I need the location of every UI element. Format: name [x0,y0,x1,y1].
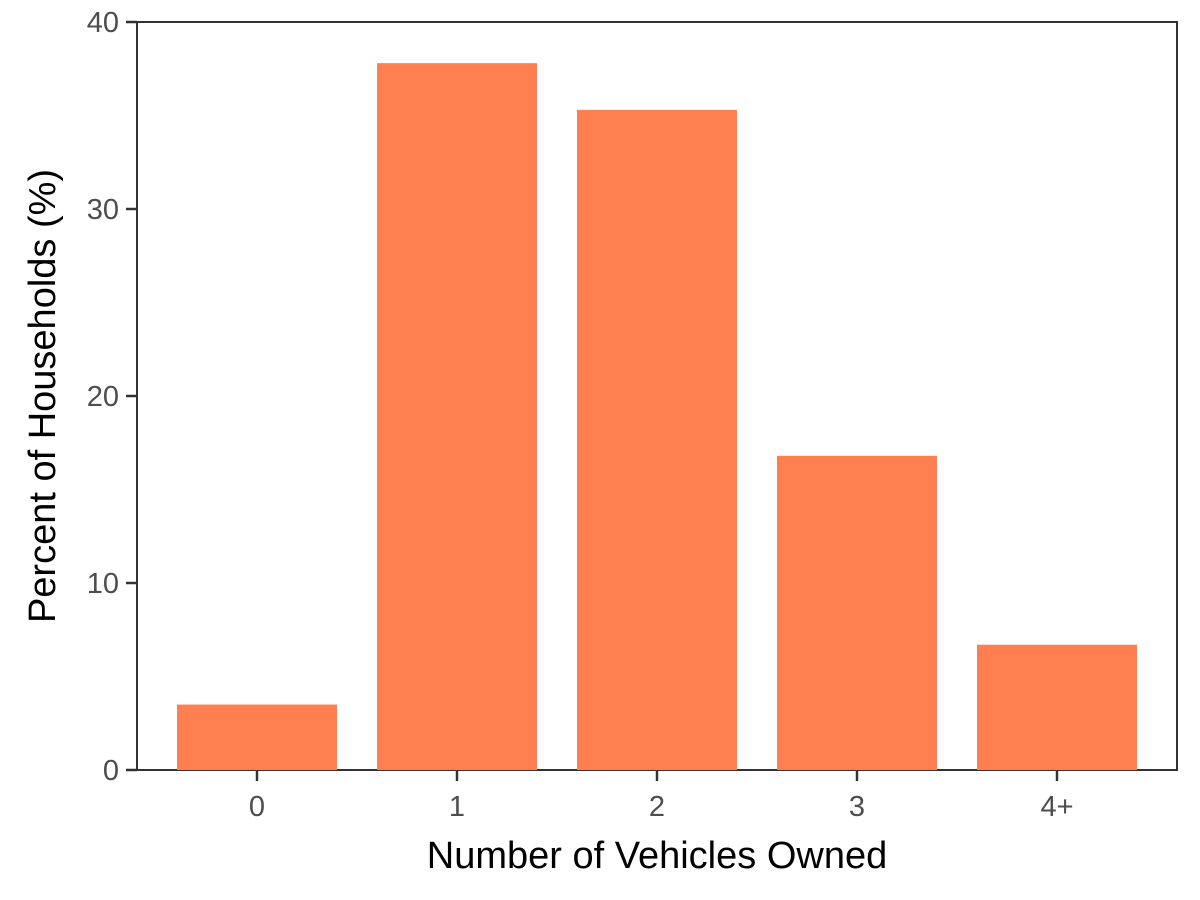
y-axis-title: Percent of Households (%) [22,169,64,623]
bars-group [177,63,1137,770]
y-tick-label: 30 [87,194,119,226]
x-tick-label: 0 [249,791,265,823]
x-tick-label: 2 [649,791,665,823]
bar-2 [577,109,737,770]
bar-1 [377,63,537,770]
bar-3 [777,455,937,770]
y-tick-label: 10 [87,568,119,600]
x-axis-title: Number of Vehicles Owned [427,835,887,877]
y-tick-label: 20 [87,381,119,413]
y-tick-label: 40 [87,7,119,39]
x-axis: 0 1 2 3 4+ [249,770,1074,823]
y-axis: 0 10 20 30 40 [87,7,137,787]
y-tick-label: 0 [103,755,119,787]
bar-0 [177,704,337,770]
x-tick-label: 1 [449,791,465,823]
bar-4-plus [977,644,1137,770]
x-tick-label: 3 [849,791,865,823]
x-tick-label: 4+ [1040,791,1073,823]
